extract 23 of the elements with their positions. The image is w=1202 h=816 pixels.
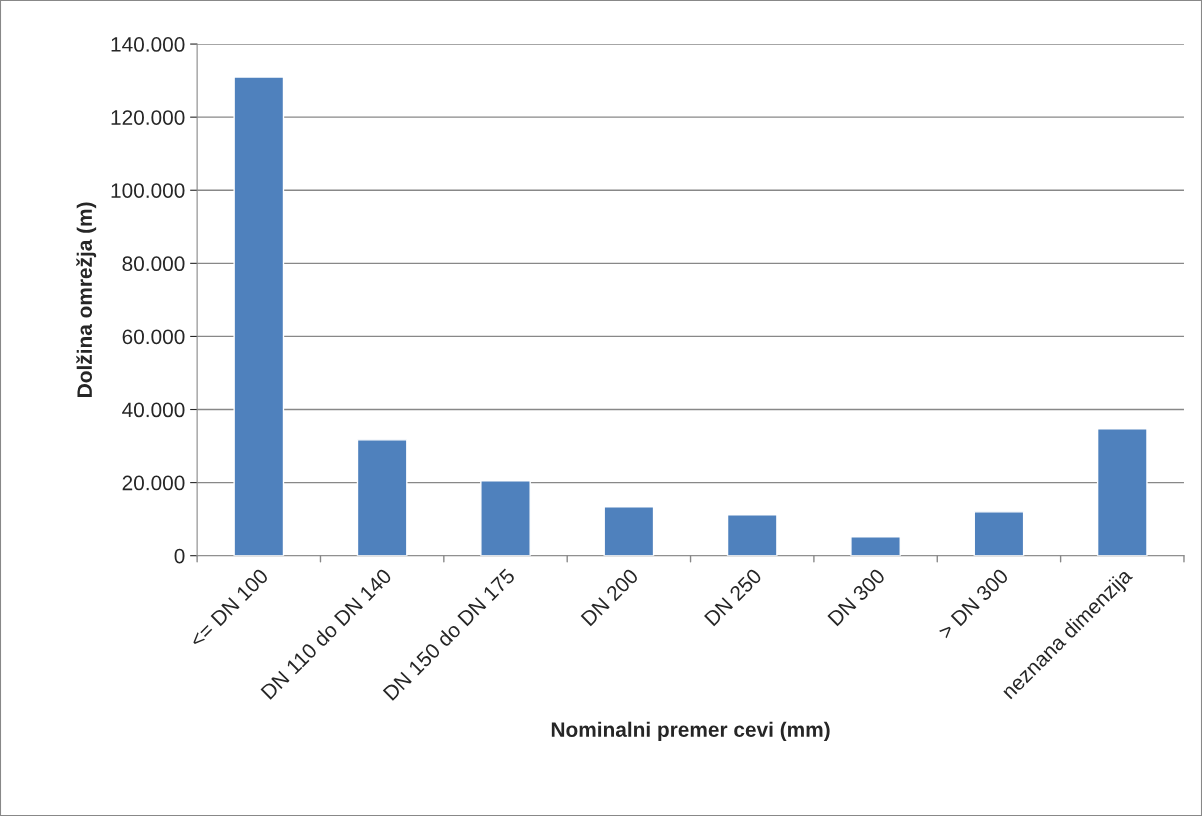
y-tick-label: 20.000 xyxy=(122,475,185,491)
bar xyxy=(1096,428,1148,556)
bar xyxy=(603,506,655,556)
x-tick-label: <= DN 100 xyxy=(188,567,270,649)
bar xyxy=(850,535,901,556)
y-tick-label: 120.000 xyxy=(111,110,185,125)
y-axis-title: Dolžina omrežja (m) xyxy=(76,202,97,397)
x-tick-label: > DN 300 xyxy=(937,567,1010,640)
y-tick-label: 100.000 xyxy=(111,183,185,198)
bar xyxy=(356,439,408,556)
bar xyxy=(973,511,1025,556)
bar xyxy=(233,76,285,556)
bar xyxy=(480,480,531,556)
y-tick-label: 60.000 xyxy=(122,329,185,345)
x-tick-label: DN 250 xyxy=(703,567,763,627)
x-tick-label: DN 300 xyxy=(827,567,886,627)
x-axis-title: Nominalni premer cevi (mm) xyxy=(551,721,830,742)
y-tick-label: 140.000 xyxy=(111,37,185,52)
x-tick-label: DN 200 xyxy=(580,567,640,627)
bar xyxy=(726,514,778,556)
y-tick-label: 0 xyxy=(174,548,185,564)
y-tick-label: 80.000 xyxy=(122,256,185,272)
y-tick-label: 40.000 xyxy=(122,402,185,418)
